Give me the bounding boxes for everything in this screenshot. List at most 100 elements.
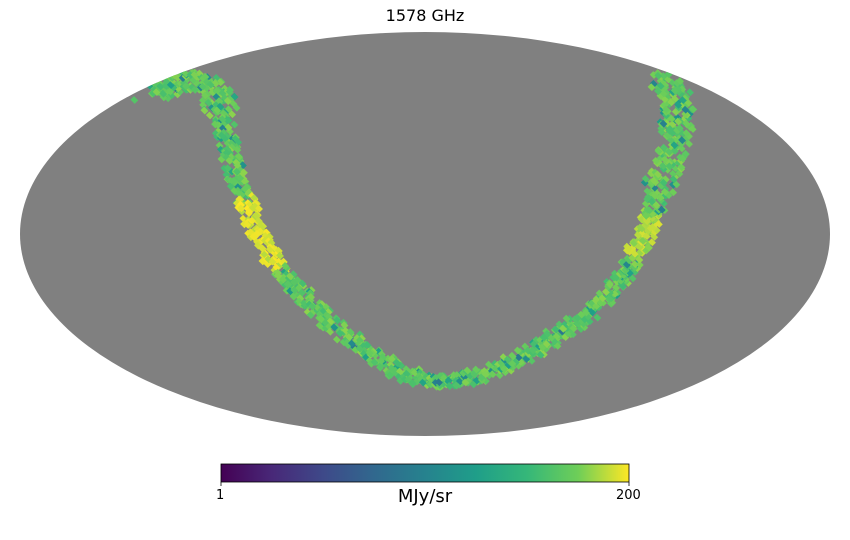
- map-pixel: [216, 78, 225, 87]
- map-pixel: [149, 89, 157, 98]
- map-pixel: [300, 299, 308, 308]
- map-pixel: [635, 255, 644, 264]
- map-pixel: [253, 229, 262, 238]
- map-pixel: [503, 355, 512, 364]
- map-pixel: [654, 87, 662, 96]
- map-pixel: [477, 373, 486, 382]
- colorbar-max-label: 200: [616, 488, 641, 503]
- map-pixel: [661, 80, 670, 89]
- map-pixel: [345, 333, 353, 341]
- map-pixel: [408, 379, 417, 387]
- map-pixel: [500, 365, 508, 374]
- map-pixel: [542, 340, 551, 349]
- map-pixel: [445, 382, 454, 390]
- map-pixel: [654, 220, 663, 228]
- map-pixel: [664, 131, 673, 140]
- map-pixel: [198, 82, 207, 91]
- map-pixel: [248, 216, 257, 225]
- map-pixel: [164, 69, 173, 78]
- map-pixel: [536, 351, 545, 359]
- map-pixel: [336, 329, 344, 338]
- map-pixel: [286, 287, 295, 296]
- map-pixel: [293, 276, 302, 284]
- map-pixel: [290, 278, 298, 287]
- map-pixel: [634, 231, 642, 240]
- map-pixel: [265, 245, 274, 254]
- map-pixel: [650, 191, 659, 200]
- map-pixel: [511, 358, 520, 366]
- map-pixel: [552, 332, 561, 341]
- map-pixel: [173, 90, 182, 99]
- map-pixel: [503, 362, 512, 371]
- map-pixel: [635, 249, 644, 257]
- map-pixel: [190, 71, 199, 79]
- map-pixel: [641, 174, 650, 183]
- map-pixel: [274, 257, 283, 266]
- map-pixel: [660, 155, 669, 164]
- map-pixel: [635, 260, 644, 269]
- map-pixel: [235, 152, 243, 161]
- map-pixel: [681, 94, 690, 103]
- map-pixel: [472, 376, 481, 385]
- map-pixel: [602, 288, 610, 296]
- map-pixel: [593, 313, 602, 322]
- map-pixel: [255, 204, 263, 213]
- map-pixel: [154, 73, 163, 82]
- map-pixel: [495, 371, 504, 380]
- map-pixel: [298, 288, 307, 297]
- map-pixel: [688, 125, 697, 133]
- map-pixel: [682, 119, 691, 128]
- map-pixel: [551, 325, 560, 334]
- map-pixel: [677, 144, 686, 153]
- map-pixel: [358, 334, 366, 343]
- map-pixel: [240, 168, 248, 177]
- map-pixel: [229, 176, 238, 185]
- map-pixel: [665, 162, 674, 171]
- map-pixel: [324, 308, 333, 316]
- map-pixel: [190, 86, 199, 94]
- map-pixel: [605, 280, 614, 289]
- map-pixel: [670, 86, 679, 95]
- map-pixel: [186, 71, 195, 79]
- map-pixel: [678, 154, 687, 163]
- map-pixel: [630, 268, 639, 276]
- map-pixel: [206, 80, 215, 89]
- map-pixel: [642, 217, 651, 226]
- map-pixel: [224, 116, 233, 125]
- map-pixel: [412, 377, 421, 386]
- map-pixel: [573, 313, 582, 322]
- map-pixel: [239, 214, 248, 223]
- map-pixel: [659, 178, 668, 187]
- map-pixel: [648, 238, 656, 247]
- map-pixel: [657, 205, 666, 214]
- map-pixel: [181, 69, 190, 78]
- map-pixel: [224, 164, 232, 172]
- map-pixel: [201, 91, 209, 100]
- map-pixel: [234, 183, 243, 191]
- map-pixel: [418, 378, 427, 387]
- map-pixel: [216, 102, 225, 111]
- map-pixel: [657, 128, 666, 136]
- map-pixel: [668, 120, 677, 129]
- map-pixel: [281, 262, 290, 270]
- map-pixel: [640, 178, 649, 187]
- map-pixel: [675, 124, 684, 132]
- map-pixel: [228, 110, 237, 119]
- map-pixel: [396, 377, 405, 385]
- map-pixel: [326, 317, 335, 326]
- map-pixel: [671, 108, 680, 116]
- map-pixel: [677, 163, 686, 172]
- map-pixel: [308, 302, 317, 311]
- map-pixel: [166, 87, 175, 96]
- map-pixel: [513, 346, 522, 355]
- map-pixel: [643, 187, 652, 196]
- map-pixel: [561, 333, 570, 341]
- map-pixel: [274, 271, 282, 280]
- map-pixel: [272, 263, 281, 272]
- map-pixel: [654, 147, 663, 156]
- map-pixel: [678, 96, 687, 104]
- map-pixel: [624, 256, 633, 264]
- map-pixel: [268, 257, 277, 266]
- colorbar: [220, 463, 630, 483]
- map-pixel: [630, 263, 639, 272]
